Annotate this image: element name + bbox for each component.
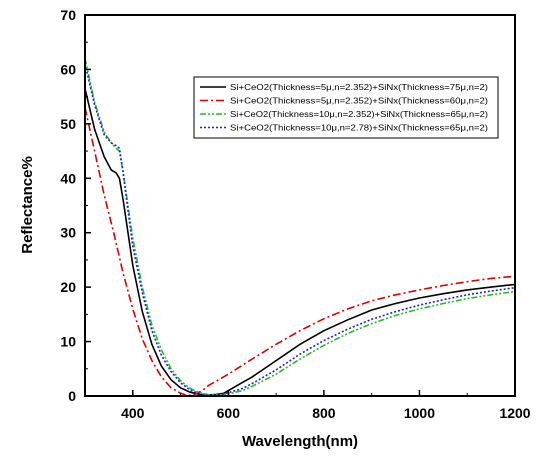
- legend-label-3: Si+CeO2(Thickness=10μ,n=2.352)+SiNx(Thic…: [230, 109, 488, 119]
- y-tick-label: 0: [68, 388, 76, 404]
- y-tick-label: 10: [60, 334, 76, 350]
- x-axis-label: Wavelength(nm): [242, 433, 358, 450]
- ticks-layer: 400 600 800 1000 1200 0 10 20 30 40 50 60 70: [60, 7, 530, 421]
- y-tick-label: 60: [60, 61, 76, 77]
- series-line-1: [85, 88, 515, 396]
- x-tick-label: 1000: [404, 405, 435, 421]
- x-tick-label: 400: [121, 405, 145, 421]
- y-tick-label: 50: [60, 116, 76, 132]
- series-line-4: [85, 63, 515, 396]
- legend-label-1: Si+CeO2(Thickness=5μ,n=2.352)+SiNx(Thick…: [230, 82, 488, 92]
- x-tick-label: 600: [217, 405, 241, 421]
- y-tick-label: 40: [60, 170, 76, 186]
- legend: Si+CeO2(Thickness=5μ,n=2.352)+SiNx(Thick…: [193, 76, 499, 139]
- series-layer: [85, 58, 515, 396]
- y-tick-label: 20: [60, 279, 76, 295]
- x-tick-label: 800: [312, 405, 336, 421]
- legend-label-2: Si+CeO2(Thickness=5μ,n=2.352)+SiNx(Thick…: [230, 96, 488, 106]
- y-tick-label: 70: [60, 7, 76, 23]
- x-tick-label: 1200: [499, 405, 530, 421]
- legend-box: [193, 76, 499, 139]
- series-line-2: [85, 107, 515, 396]
- legend-label-4: Si+CeO2(Thickness=10μ,n=2.78)+SiNx(Thick…: [230, 123, 488, 133]
- y-tick-label: 30: [60, 225, 76, 241]
- y-axis-label: Reflectance%: [19, 156, 36, 254]
